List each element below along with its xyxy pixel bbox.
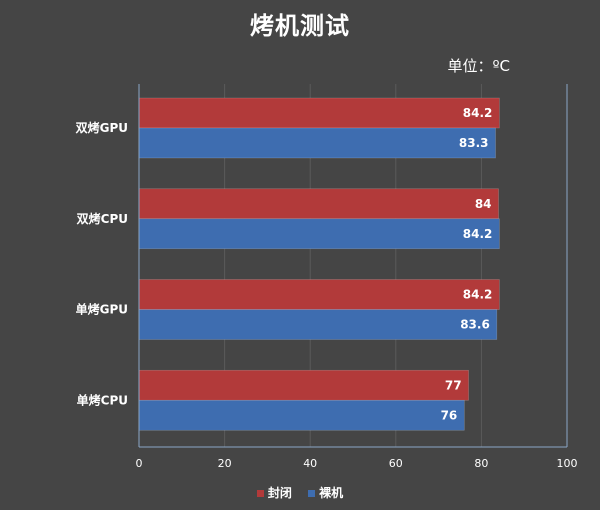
data-label-1-3: 76: [441, 408, 458, 422]
unit-label: 单位：ºC: [447, 57, 510, 75]
legend-item-sealed: 封闭: [256, 484, 292, 501]
category-label-0: 双烤GPU: [76, 120, 128, 135]
x-tick-label-3: 60: [389, 457, 403, 470]
x-tick-label-5: 100: [557, 457, 578, 470]
x-tick-label-1: 20: [218, 457, 232, 470]
bar-1-0: [138, 127, 496, 159]
data-label-1-1: 84.2: [463, 227, 493, 241]
bar-chart: 84.2 83.3 双烤GPU 84 84.2 双烤CPU 84.2 83.6 单烤GPU 77 7…: [76, 84, 578, 470]
bar-0-1: [138, 188, 499, 220]
category-label-1: 双烤CPU: [77, 211, 128, 226]
bar-0-3: [138, 369, 469, 401]
x-tick-label-0: 0: [136, 457, 143, 470]
x-tick-label-4: 80: [474, 457, 488, 470]
chart-title: 烤机测试: [250, 12, 350, 40]
legend-label-open: 裸机: [319, 486, 344, 500]
data-label-0-0: 84.2: [463, 106, 493, 120]
data-label-0-3: 77: [445, 378, 462, 392]
bar-1-3: [138, 399, 465, 431]
category-label-3: 单烤CPU: [77, 392, 128, 407]
legend: 封闭 裸机: [0, 484, 600, 501]
x-tick-label-2: 40: [303, 457, 317, 470]
legend-swatch-sealed: [256, 490, 264, 497]
bar-0-2: [138, 279, 500, 310]
bar-0-0: [138, 97, 500, 129]
legend-label-sealed: 封闭: [267, 486, 292, 500]
legend-item-open: 裸机: [308, 484, 343, 501]
data-label-0-1: 84: [475, 197, 492, 211]
data-label-1-0: 83.3: [459, 136, 489, 150]
data-label-1-2: 83.6: [460, 318, 490, 332]
data-label-0-2: 84.2: [463, 288, 493, 302]
bar-1-1: [138, 218, 500, 250]
bar-1-2: [138, 309, 498, 340]
category-label-2: 单烤GPU: [76, 302, 128, 317]
legend-swatch-open: [308, 490, 316, 497]
